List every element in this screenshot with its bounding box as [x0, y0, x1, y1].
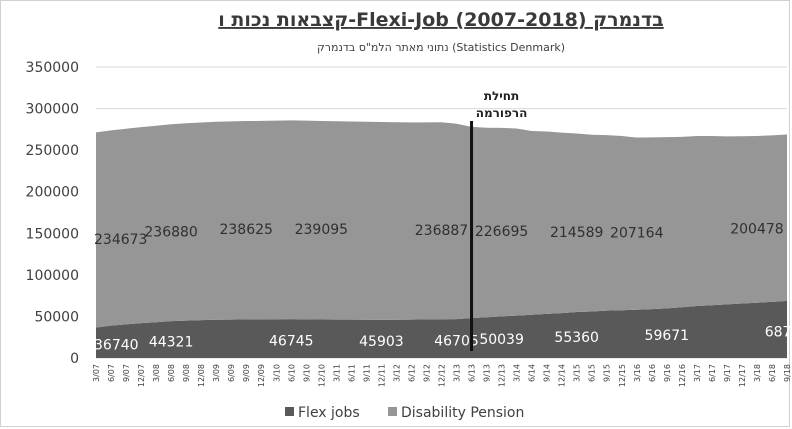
area-series-1: [96, 300, 787, 358]
x-tick-label: 3/09: [212, 364, 221, 382]
x-tick-label: 6/12: [407, 364, 416, 382]
x-tick-label: 9/13: [483, 364, 492, 382]
data-label: 36740: [94, 338, 139, 354]
x-tick-label: 3/13: [453, 364, 462, 382]
y-tick-label: 0: [70, 351, 79, 367]
data-label: 50039: [479, 332, 524, 348]
x-tick-label: 6/09: [227, 364, 236, 382]
data-label: 46705: [434, 334, 479, 350]
x-tick-label: 6/17: [708, 364, 717, 382]
y-tick-label: 200000: [26, 185, 79, 201]
data-label: 207164: [610, 226, 664, 242]
chart-title: קצבאות נכות ו-Flexi-Job בדנמרק (2007-201…: [218, 9, 663, 31]
x-tick-label: 3/14: [513, 364, 522, 382]
x-tick-label: 9/18: [783, 364, 791, 382]
x-tick-label: 12/10: [317, 364, 326, 387]
legend-swatch: [388, 407, 397, 416]
legend-swatch: [285, 407, 294, 416]
data-label: 236887: [415, 223, 468, 239]
data-label: 68760: [765, 324, 791, 340]
x-tick-label: 6/16: [648, 364, 657, 382]
data-label: 234673: [94, 232, 147, 248]
data-label: 46745: [269, 334, 314, 350]
x-tick-label: 6/13: [468, 364, 477, 382]
x-tick-label: 12/16: [678, 364, 687, 387]
x-tick-label: 9/07: [122, 364, 131, 382]
data-label: 236880: [144, 225, 197, 241]
x-tick-label: 9/11: [362, 364, 371, 382]
x-tick-label: 3/10: [272, 364, 281, 382]
y-axis: 0 50000 100000 150000 200000 250000 300000 3500…: [26, 60, 79, 367]
x-tick-label: 12/15: [618, 364, 627, 387]
y-tick-label: 150000: [26, 226, 79, 242]
x-tick-label: 3/12: [392, 364, 401, 382]
x-tick-label: 9/10: [302, 364, 311, 382]
data-label: 238625: [219, 222, 272, 238]
data-label: 239095: [295, 222, 348, 238]
x-tick-label: 12/17: [738, 364, 747, 387]
y-tick-label: 250000: [26, 143, 79, 159]
x-tick-label: 6/08: [167, 364, 176, 382]
area-series-2: [96, 120, 787, 328]
x-tick-label: 9/12: [422, 364, 431, 382]
x-tick-label: 9/14: [543, 364, 552, 382]
x-tick-label: 12/09: [257, 364, 266, 387]
legend: Flex jobs Disability Pension: [285, 405, 524, 421]
x-tick-label: 3/08: [152, 364, 161, 382]
y-tick-label: 50000: [34, 309, 79, 325]
x-tick-label: 6/07: [107, 364, 116, 382]
x-tick-label: 12/11: [377, 364, 386, 387]
reform-annotation: תחילת הרפורמה: [470, 89, 528, 351]
x-tick-label: 6/10: [287, 364, 296, 382]
x-tick-label: 9/17: [723, 364, 732, 382]
chart-subtitle: נתוני מאתר הלמ"ס בדנמרק (Statistics Denm…: [317, 41, 565, 54]
data-label: 55360: [554, 330, 599, 346]
x-tick-label: 12/08: [197, 364, 206, 387]
x-tick-label: 3/18: [753, 364, 762, 382]
x-tick-label: 3/17: [693, 364, 702, 382]
y-tick-label: 300000: [26, 102, 79, 118]
x-tick-label: 3/11: [332, 364, 341, 382]
annotation-text: הרפורמה: [476, 106, 528, 120]
x-tick-label: 3/16: [633, 364, 642, 382]
data-label: 44321: [149, 335, 194, 351]
x-tick-label: 9/08: [182, 364, 191, 382]
y-tick-label: 100000: [26, 268, 79, 284]
x-tick-label: 12/14: [558, 364, 567, 387]
x-tick-label: 6/14: [528, 364, 537, 382]
x-tick-label: 12/13: [498, 364, 507, 387]
legend-label: Disability Pension: [401, 405, 524, 421]
x-tick-label: 9/15: [603, 364, 612, 382]
x-tick-label: 9/16: [663, 364, 672, 382]
annotation-text: תחילת: [484, 89, 519, 103]
x-tick-label: 6/11: [347, 364, 356, 382]
x-tick-label: 3/15: [573, 364, 582, 382]
x-tick-label: 3/07: [92, 364, 101, 382]
x-axis: 3/07 6/07 9/07 12/07 3/08 6/08 9/08 12/08 3/09 6/…: [92, 364, 791, 387]
x-tick-label: 9/09: [242, 364, 251, 382]
data-label: 45903: [359, 334, 404, 350]
series-areas: [96, 120, 787, 358]
data-label: 226695: [475, 224, 528, 240]
data-label: 59671: [645, 328, 690, 344]
x-tick-label: 6/18: [768, 364, 777, 382]
y-tick-label: 350000: [26, 60, 79, 76]
x-tick-label: 6/15: [588, 364, 597, 382]
x-tick-label: 12/07: [137, 364, 146, 387]
data-label: 200478: [730, 221, 783, 237]
data-labels: 36740 44321 46745 45903 46705 50039 55360 59671…: [94, 221, 791, 353]
x-tick-label: 12/12: [438, 364, 447, 387]
data-label: 214589: [550, 225, 603, 241]
legend-label: Flex jobs: [298, 405, 360, 421]
